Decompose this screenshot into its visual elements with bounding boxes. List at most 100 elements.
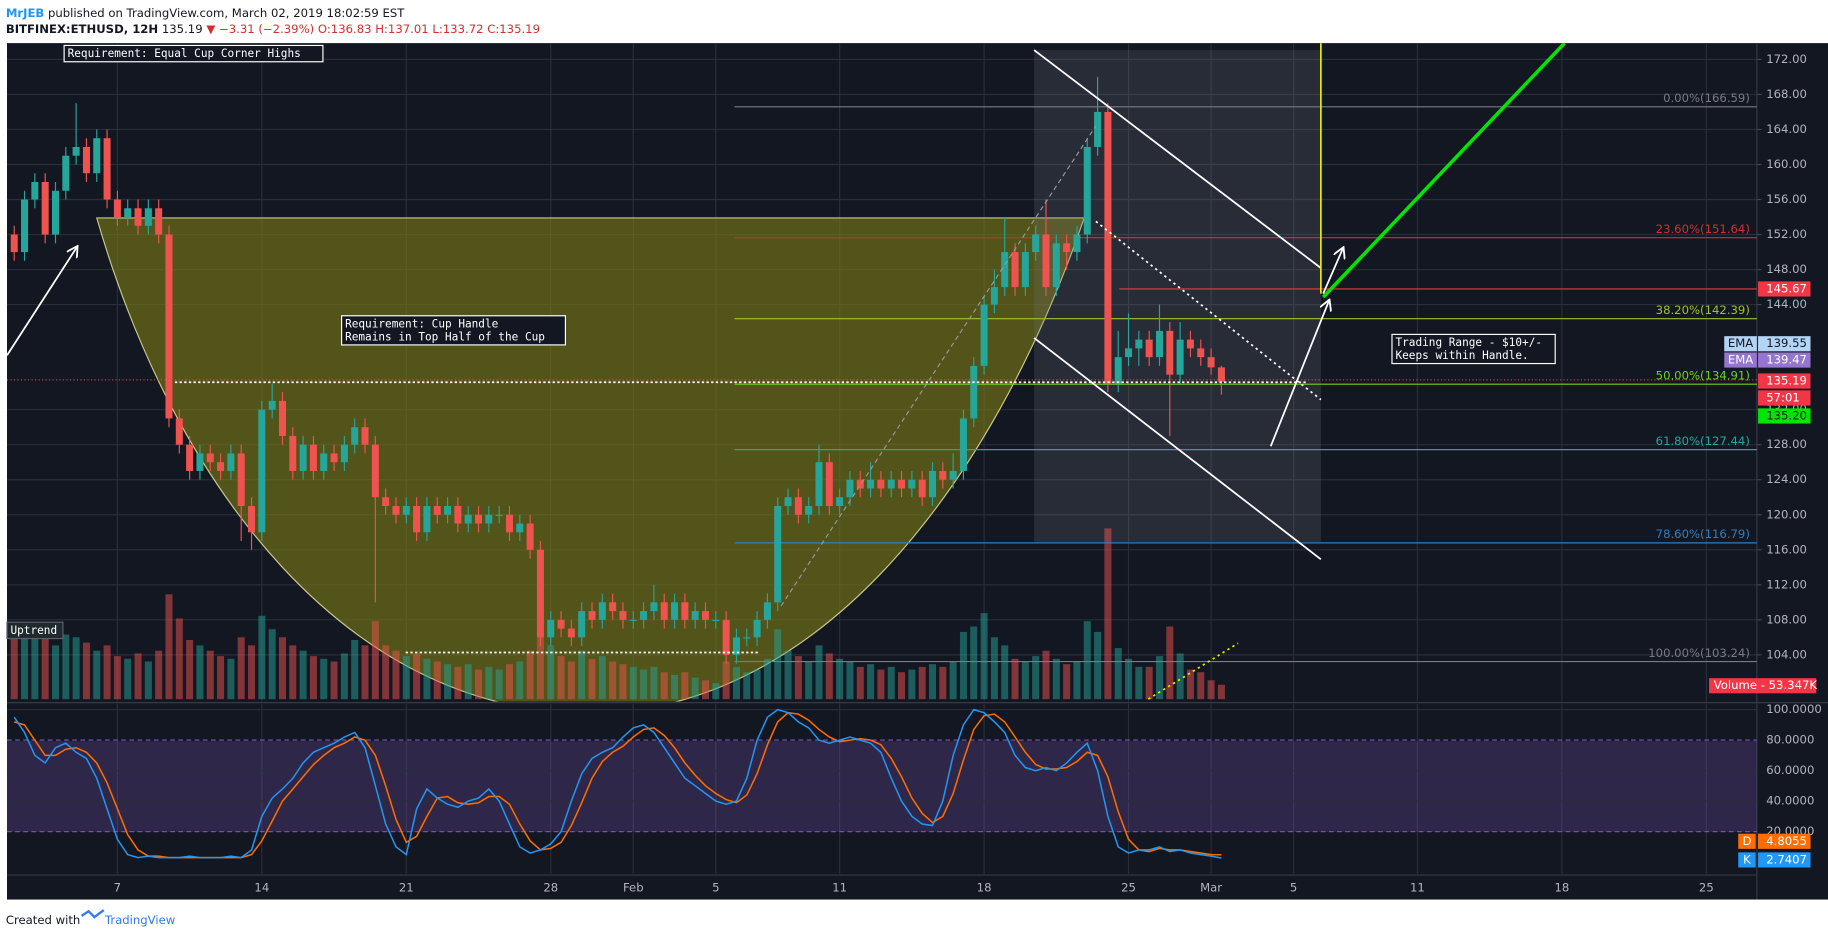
volume-bar [1186, 669, 1194, 700]
candle-body [175, 418, 183, 445]
candle-body [217, 462, 225, 471]
candle-body [928, 470, 937, 498]
x-tick-label: 11 [1410, 880, 1425, 894]
candle-body [722, 619, 730, 655]
candle-body [1176, 339, 1184, 375]
x-tick-label: 5 [1290, 880, 1297, 894]
candle-body [691, 611, 699, 620]
volume-bar [980, 613, 988, 700]
candle-body [62, 155, 70, 191]
candle-body [186, 444, 194, 471]
x-tick-label: 21 [399, 880, 414, 894]
candle-body [970, 365, 978, 419]
volume-bar [258, 615, 266, 700]
volume [10, 528, 1225, 700]
candles [10, 76, 1225, 664]
volume-badge-box [1709, 678, 1817, 694]
candle-body [567, 628, 575, 638]
volume-bar [320, 658, 328, 700]
candle-body [701, 611, 710, 620]
candle-body [877, 479, 885, 489]
candle-body [433, 506, 441, 515]
candle-body [774, 506, 782, 603]
candle-body [134, 208, 142, 226]
volume-bar [774, 629, 782, 700]
volume-bar [413, 653, 421, 700]
candle-body [289, 435, 297, 471]
candle-body [650, 602, 658, 612]
stoch-badge-name-box [1738, 833, 1756, 849]
volume-bar [598, 656, 606, 700]
annotation-text: Remains in Top Half of the Cup [345, 330, 545, 343]
volume-bar [464, 664, 472, 700]
volume-bar [588, 658, 596, 700]
volume-bar [1155, 656, 1163, 700]
candle-body [836, 497, 844, 507]
volume-bar [103, 645, 111, 700]
candle-body [258, 409, 266, 533]
volume-bar [186, 639, 194, 700]
volume-bar [701, 680, 710, 700]
candle-body [805, 506, 813, 515]
annotation-text: Keeps within Handle. [1395, 349, 1528, 362]
author[interactable]: MrJEB [6, 5, 45, 19]
volume-bar [898, 672, 906, 700]
volume-bar [1063, 664, 1071, 700]
volume-bar [382, 645, 390, 700]
volume-bar [794, 656, 802, 700]
y-tick-label: 172.00 [1766, 52, 1807, 66]
candle-body [21, 199, 29, 253]
candle-body [72, 146, 80, 156]
candle-body [31, 181, 39, 200]
y-tick-label: 120.00 [1766, 507, 1807, 521]
volume-bar [1217, 684, 1225, 700]
volume-bar [908, 669, 916, 700]
candle-body [516, 523, 524, 533]
x-tick-label: 25 [1121, 880, 1136, 894]
candle-body [846, 479, 854, 498]
candle-body [1063, 243, 1071, 253]
candle-body [382, 497, 390, 507]
volume-bar [1176, 653, 1184, 700]
candle-body [41, 181, 49, 235]
y-tick-label: 128.00 [1766, 437, 1807, 451]
volume-bar [619, 664, 627, 700]
candle-body [588, 611, 596, 620]
footer-brand[interactable]: TradingView [104, 913, 176, 927]
volume-bar [10, 631, 18, 700]
candle-body [918, 479, 926, 498]
candle-body [423, 506, 431, 533]
price-badge-label: 135.20 [1766, 408, 1807, 422]
candle-body [939, 470, 947, 480]
symbol: BITFINEX:ETHUSD, 12H [6, 22, 158, 36]
x-tick-label: 11 [832, 880, 847, 894]
volume-bar [1135, 666, 1143, 700]
annotation-box [341, 315, 567, 346]
volume-bar [712, 682, 720, 700]
projection [1321, 43, 1566, 299]
volume-bar [547, 645, 555, 700]
candle-body [361, 427, 369, 445]
volume-bar [392, 650, 400, 700]
price-badge-label: 145.67 [1766, 281, 1807, 295]
volume-bar [970, 626, 978, 700]
candle-body [227, 453, 235, 471]
volume-bar [165, 594, 173, 700]
footer-logo [80, 909, 105, 919]
volume-bar [1125, 658, 1133, 700]
volume-bar [990, 637, 998, 700]
volume-bar [31, 634, 39, 700]
volume-bar [248, 645, 256, 700]
volume-bar [856, 666, 864, 700]
volume-bar [124, 658, 132, 700]
stoch-tick-label: 40.0000 [1766, 794, 1814, 808]
volume-bar [743, 672, 751, 700]
candle-body [155, 208, 163, 235]
candle-body [1032, 234, 1040, 253]
volume-bar [784, 650, 792, 700]
candle-body [351, 427, 359, 445]
volume-bar [732, 666, 740, 700]
volume-bar [629, 666, 637, 700]
volume-bar [516, 661, 524, 700]
price-badge [1758, 336, 1811, 352]
